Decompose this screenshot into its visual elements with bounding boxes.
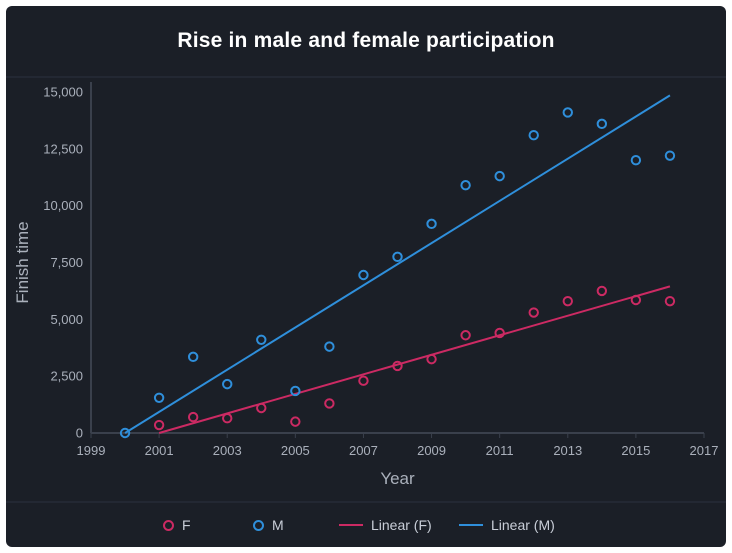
trendline-linear-m [124, 94, 671, 434]
point-f [187, 411, 199, 423]
x-tick-label: 2013 [553, 443, 582, 458]
point-f [392, 360, 403, 372]
y-tick-label: 7,500 [50, 255, 83, 270]
x-tick-label: 2017 [690, 443, 719, 458]
x-tick-label: 2011 [486, 443, 514, 458]
y-tick-label: 12,500 [43, 141, 83, 156]
x-tick-label: 2009 [417, 443, 446, 458]
x-axis-title: Year [380, 469, 415, 488]
point-f [562, 295, 573, 307]
point-m [324, 341, 335, 352]
point-m [222, 378, 233, 390]
point-f [664, 295, 676, 307]
legend-item-m[interactable]: M [253, 517, 339, 533]
point-f [460, 330, 471, 341]
point-f [528, 307, 539, 318]
legend-item-linear-m[interactable]: Linear (M) [459, 517, 569, 533]
title-bar: Rise in male and female participation [6, 6, 726, 76]
legend-label: M [272, 517, 284, 533]
point-f [153, 419, 165, 431]
x-tick-label: 2003 [213, 443, 242, 458]
point-m [664, 150, 676, 161]
legend-swatch [253, 519, 264, 531]
point-m [528, 129, 539, 141]
point-f [358, 375, 369, 386]
legend-label: Linear (F) [371, 517, 432, 533]
chart-legend: F M Linear (F) Linear (M) [6, 503, 726, 547]
point-m [494, 170, 505, 182]
chart-plot: 1999 2001 2003 2005 2007 2009 2011 2013 2015 2017… [13, 82, 719, 488]
y-tick-label: 2,500 [50, 369, 83, 384]
point-f [222, 413, 233, 424]
x-tick-label: 2001 [145, 443, 174, 458]
point-f [426, 353, 437, 365]
point-m [426, 218, 437, 230]
y-tick-label: 5,000 [50, 312, 83, 327]
point-f [630, 294, 642, 306]
point-f [290, 416, 301, 427]
chart-card: Rise in male and female participation 19… [6, 6, 726, 547]
point-m [290, 385, 301, 397]
point-m [256, 334, 267, 345]
x-tick-label: 1999 [77, 443, 106, 458]
point-m [596, 118, 608, 130]
legend-item-linear-f[interactable]: Linear (F) [339, 517, 459, 533]
point-m [153, 392, 165, 403]
legend-label: F [182, 517, 191, 533]
point-m [460, 180, 471, 191]
point-f [324, 398, 335, 409]
point-f [596, 285, 608, 297]
point-m [358, 269, 369, 281]
legend-swatch [459, 524, 483, 526]
point-m [119, 427, 131, 439]
legend-item-f[interactable]: F [163, 517, 253, 533]
point-m [562, 107, 573, 118]
legend-label: Linear (M) [491, 517, 555, 533]
legend-divider [6, 501, 726, 503]
x-tick-label: 2005 [281, 443, 310, 458]
y-tick-label: 10,000 [43, 198, 83, 213]
legend-swatch [163, 519, 174, 531]
point-m [392, 251, 403, 263]
title-divider [6, 76, 726, 78]
x-tick-label: 2007 [349, 443, 378, 458]
y-tick-label: 15,000 [43, 85, 83, 100]
legend-swatch [339, 524, 363, 526]
x-tick-label: 2015 [621, 443, 650, 458]
point-m [187, 351, 199, 363]
point-f [256, 402, 267, 414]
chart-title: Rise in male and female participation [177, 29, 555, 52]
trendline-linear-f [158, 285, 671, 434]
point-f [494, 327, 505, 339]
y-tick-label: 0 [76, 426, 83, 441]
y-axis-title: Finish time [13, 221, 32, 303]
point-m [630, 155, 642, 166]
